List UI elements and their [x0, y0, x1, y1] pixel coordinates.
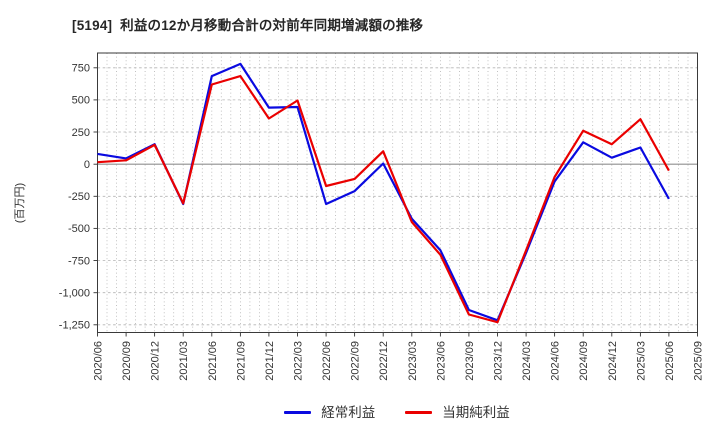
x-tick-label: 2022/09: [350, 341, 362, 381]
y-tick-label: 750: [72, 63, 90, 75]
x-tick-label: 2022/12: [378, 341, 390, 381]
y-tick-label: 500: [72, 95, 90, 107]
x-tick-label: 2024/03: [521, 341, 533, 381]
y-tick-label: 0: [84, 159, 90, 171]
chart-legend: 経常利益 当期純利益: [97, 406, 697, 420]
legend-label: 当期純利益: [442, 405, 510, 420]
x-tick-label: 2021/09: [235, 341, 247, 381]
x-tick-label: 2020/06: [93, 341, 105, 381]
x-tick-label: 2020/12: [150, 341, 162, 381]
y-tick-label: -750: [68, 255, 90, 267]
x-tick-label: 2023/12: [493, 341, 505, 381]
y-tick-label: -1,250: [59, 320, 90, 332]
legend-line-red-icon: [405, 411, 433, 415]
x-tick-label: 2025/09: [693, 341, 705, 381]
x-tick-label: 2021/06: [207, 341, 219, 381]
y-tick-label: -1,000: [59, 288, 90, 300]
x-tick-label: 2022/06: [321, 341, 333, 381]
series-line-0: [97, 62, 670, 322]
y-tick-label: 250: [72, 127, 90, 139]
series-line-1: [97, 74, 670, 324]
x-tick-label: 2024/12: [607, 341, 619, 381]
legend-item-net-profit: 当期純利益: [405, 406, 510, 420]
axes-border: [97, 52, 698, 333]
x-tick-label: 2024/09: [578, 341, 590, 381]
x-tick-label: 2024/06: [550, 341, 562, 381]
legend-item-ordinary-profit: 経常利益: [284, 406, 375, 420]
x-tick-label: 2023/06: [435, 341, 447, 381]
x-tick-label: 2023/03: [407, 341, 419, 381]
x-tick-label: 2021/03: [178, 341, 190, 381]
x-tick-label: 2023/09: [464, 341, 476, 381]
chart-title: [5194] 利益の12か月移動合計の対前年同期増減額の推移: [72, 18, 424, 33]
x-tick-label: 2020/09: [121, 341, 133, 381]
legend-line-blue-icon: [284, 411, 312, 415]
x-tick-label: 2025/03: [635, 341, 647, 381]
y-tick-label: -500: [68, 223, 90, 235]
x-tick-label: 2025/06: [664, 341, 676, 381]
x-tick-label: 2022/03: [293, 341, 305, 381]
x-tick-label: 2021/12: [264, 341, 276, 381]
y-tick-label: -250: [68, 191, 90, 203]
legend-label: 経常利益: [321, 405, 376, 420]
